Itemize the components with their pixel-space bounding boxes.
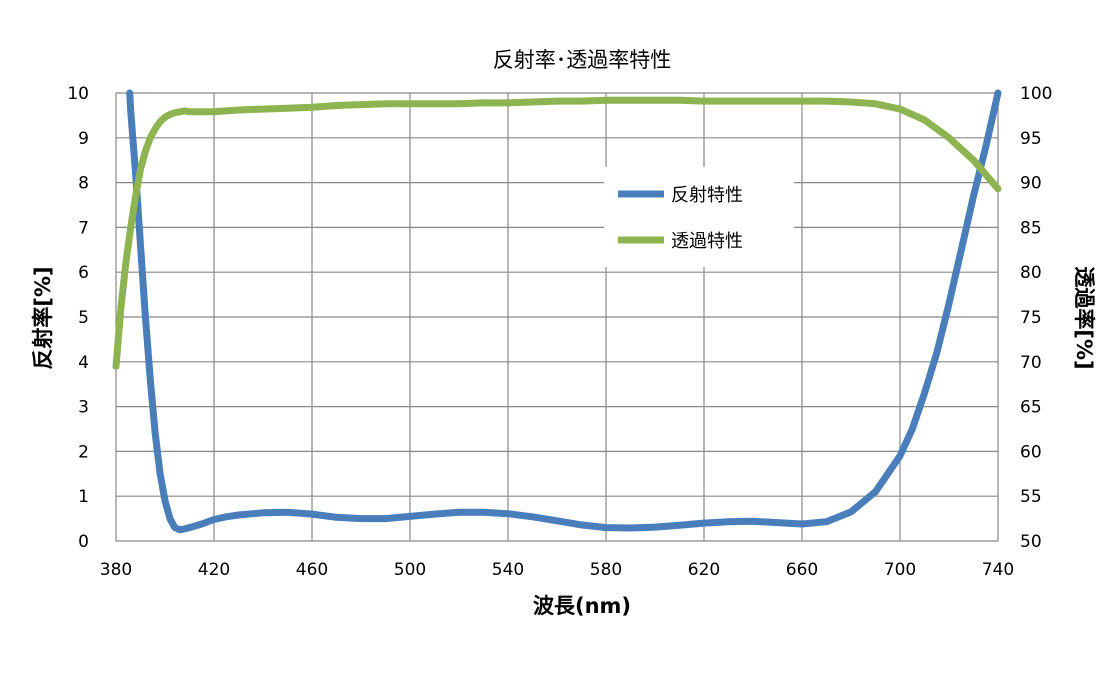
right-y-tick-1: 55 — [1020, 487, 1042, 507]
x-axis-label: 波長(nm) — [533, 594, 631, 618]
legend-background — [604, 167, 794, 267]
series-lines — [112, 89, 1002, 534]
left-y-tick-2: 2 — [78, 442, 89, 462]
x-tick-8: 700 — [884, 560, 916, 580]
right-axis-label: 透過率[%] — [1072, 266, 1096, 369]
left-axis-label: 反射率[%] — [31, 266, 55, 369]
left-y-tick-1: 1 — [78, 487, 89, 507]
x-tick-1: 420 — [198, 560, 230, 580]
left-y-tick-7: 7 — [78, 218, 89, 238]
x-tick-4: 540 — [492, 560, 524, 580]
legend-transmittance-label: 透過特性 — [671, 231, 743, 252]
gridlines — [115, 92, 999, 542]
right-y-tick-labels: 50 55 60 65 70 75 80 85 90 95 100 — [1020, 84, 1052, 552]
x-tick-7: 660 — [786, 560, 818, 580]
left-y-tick-3: 3 — [78, 398, 89, 418]
right-y-tick-10: 100 — [1020, 84, 1052, 104]
left-y-tick-4: 4 — [78, 353, 89, 373]
left-y-tick-8: 8 — [78, 174, 89, 194]
left-y-tick-0: 0 — [78, 532, 89, 552]
right-y-tick-7: 85 — [1020, 218, 1042, 238]
x-tick-0: 380 — [100, 560, 132, 580]
legend-reflectance-label: 反射特性 — [671, 185, 743, 206]
left-y-tick-6: 6 — [78, 263, 89, 283]
x-tick-2: 460 — [296, 560, 328, 580]
right-y-tick-5: 75 — [1020, 308, 1042, 328]
right-y-tick-4: 70 — [1020, 353, 1042, 373]
right-y-tick-2: 60 — [1020, 442, 1042, 462]
left-y-tick-5: 5 — [78, 308, 89, 328]
x-tick-3: 500 — [394, 560, 426, 580]
x-tick-5: 580 — [590, 560, 622, 580]
right-y-tick-9: 95 — [1020, 129, 1042, 149]
right-y-tick-0: 50 — [1020, 532, 1042, 552]
right-y-tick-6: 80 — [1020, 263, 1042, 283]
left-y-tick-9: 9 — [78, 129, 89, 149]
x-tick-labels: 380 420 460 500 540 580 620 660 700 740 — [100, 560, 1014, 580]
transmittance-line — [112, 96, 1002, 370]
left-y-tick-labels: 0 1 2 3 4 5 6 7 8 9 10 — [67, 84, 89, 552]
right-y-tick-8: 90 — [1020, 174, 1042, 194]
left-y-tick-10: 10 — [67, 84, 89, 104]
chart-title: 反射率･透過率特性 — [493, 48, 672, 72]
right-y-tick-3: 65 — [1020, 398, 1042, 418]
legend: 反射特性 透過特性 — [604, 167, 794, 267]
x-tick-9: 740 — [982, 560, 1014, 580]
x-tick-6: 620 — [688, 560, 720, 580]
reflectance-line — [126, 89, 1002, 534]
